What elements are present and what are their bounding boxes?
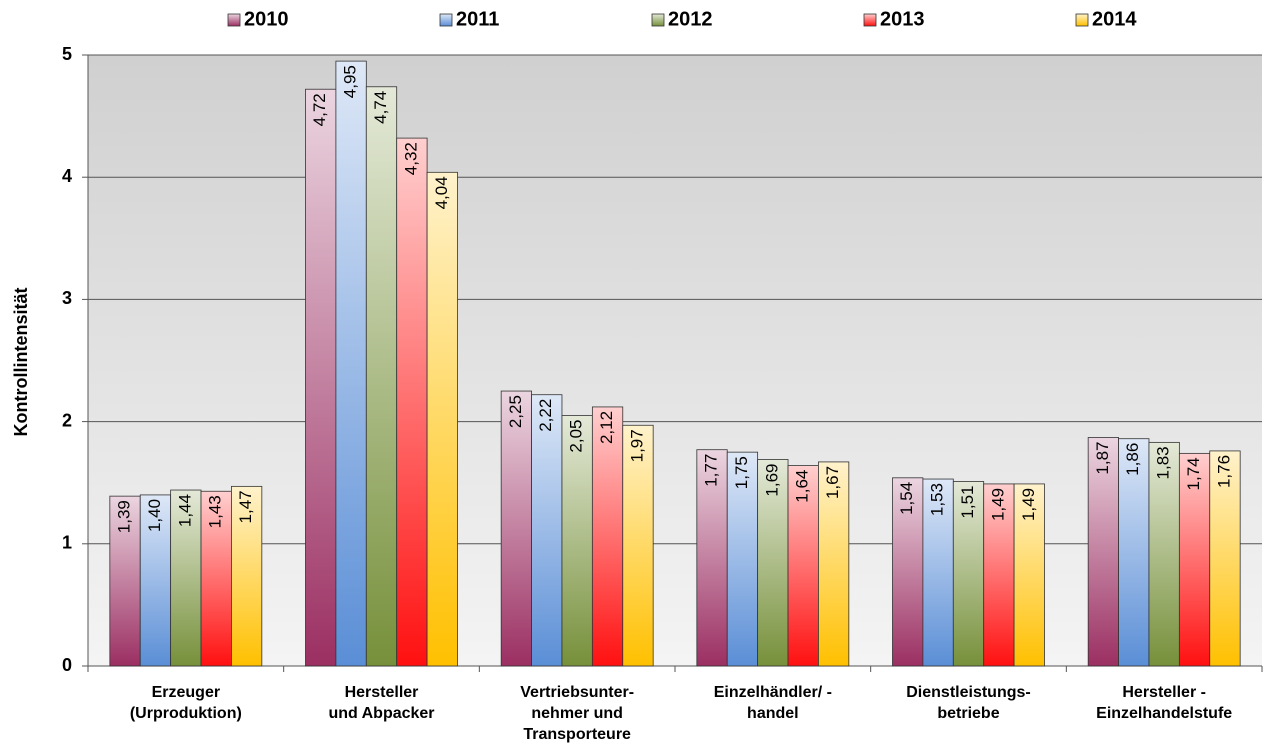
y-tick-label: 1 (62, 533, 72, 553)
legend-label: 2012 (668, 8, 713, 30)
bar (139, 494, 172, 667)
value-label: 1,53 (928, 483, 947, 516)
bar (231, 485, 263, 667)
bar (1148, 441, 1180, 667)
value-label: 1,40 (145, 499, 164, 532)
legend-swatch (227, 13, 241, 27)
value-label: 1,83 (1154, 446, 1173, 479)
bar (1209, 450, 1241, 667)
value-label: 1,51 (958, 485, 977, 518)
value-label: 1,74 (1184, 457, 1203, 490)
value-label: 4,72 (310, 93, 329, 126)
value-label: 4,74 (371, 91, 390, 124)
y-tick-label: 4 (62, 166, 72, 186)
value-label: 1,69 (762, 463, 781, 496)
bar (757, 459, 789, 667)
x-tick-label: Hersteller und Abpacker (328, 684, 435, 722)
legend-label: 2011 (456, 8, 499, 30)
bar (1178, 452, 1211, 667)
value-label: 4,04 (432, 176, 451, 209)
value-label: 1,87 (1093, 441, 1112, 474)
legend-swatch (1075, 13, 1089, 27)
value-label: 1,47 (236, 490, 255, 523)
value-label: 1,75 (732, 456, 751, 489)
value-label: 1,49 (988, 488, 1007, 521)
y-tick-label: 3 (62, 288, 72, 308)
bar (1013, 483, 1045, 667)
bar (1118, 438, 1150, 667)
bar (787, 465, 819, 667)
y-tick-label: 0 (62, 655, 72, 675)
x-tick-label: Dienstleistungs- betriebe (906, 684, 1031, 722)
bar (305, 88, 337, 667)
bar (622, 424, 654, 667)
bar (726, 451, 759, 667)
x-tick-label: Einzelhändler/ - handel (713, 684, 832, 722)
bar (818, 461, 850, 667)
bar (952, 481, 985, 667)
bar (1087, 437, 1119, 667)
bar (561, 415, 593, 667)
legend-label: 2010 (244, 8, 289, 30)
legend-label: 2013 (880, 8, 925, 30)
x-tick-label: Vertriebsunter- nehmer und Transporteure (520, 684, 635, 743)
value-label: 1,54 (897, 482, 916, 515)
y-tick-label: 2 (62, 410, 72, 430)
value-label: 1,97 (627, 429, 646, 462)
plot-area (88, 55, 1262, 666)
bar (365, 86, 398, 667)
legend-swatch (863, 13, 877, 27)
legend-label: 2014 (1092, 8, 1137, 30)
bar (200, 490, 232, 667)
value-label: 1,64 (793, 470, 812, 503)
value-label: 2,05 (567, 419, 586, 452)
bar (531, 394, 563, 667)
value-label: 1,44 (175, 494, 194, 527)
x-tick-label: Erzeuger (Urproduktion) (129, 684, 242, 722)
value-label: 1,86 (1123, 443, 1142, 476)
y-axis-title: Kontrollintensität (11, 288, 31, 437)
bar (892, 477, 924, 667)
value-label: 2,22 (536, 399, 555, 432)
value-label: 1,43 (206, 495, 225, 528)
value-label: 2,25 (506, 395, 525, 428)
bar (396, 137, 428, 667)
value-label: 1,76 (1214, 455, 1233, 488)
x-tick-label: Hersteller - Einzelhandelstufe (1096, 684, 1233, 722)
legend-swatch (651, 13, 665, 27)
value-label: 2,12 (597, 411, 616, 444)
value-label: 1,77 (702, 454, 721, 487)
legend-swatch (439, 13, 453, 27)
value-label: 4,95 (341, 65, 360, 98)
bar (170, 489, 202, 667)
bar (426, 171, 458, 667)
bar (335, 60, 367, 667)
bar (500, 390, 532, 667)
value-label: 1,39 (115, 500, 134, 533)
value-label: 4,32 (401, 142, 420, 175)
bar (591, 406, 624, 667)
value-label: 1,67 (823, 466, 842, 499)
value-label: 1,49 (1019, 488, 1038, 521)
bar (983, 483, 1015, 667)
y-tick-label: 5 (62, 44, 72, 64)
